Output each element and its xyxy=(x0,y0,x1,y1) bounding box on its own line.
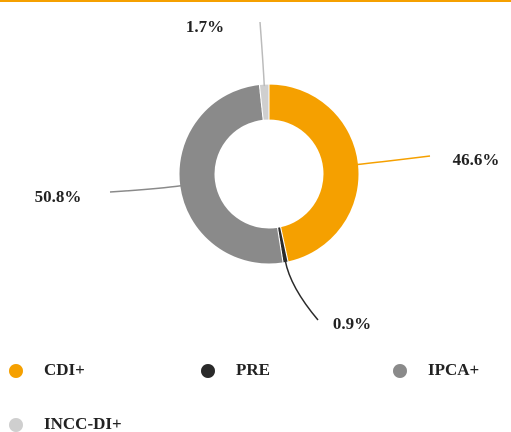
legend-label: IPCA+ xyxy=(428,360,479,379)
donut-slice xyxy=(258,83,270,121)
legend-label: INCC-DI+ xyxy=(44,414,122,432)
legend-swatch xyxy=(9,364,23,378)
data-label: 0.9% xyxy=(333,314,371,333)
top-border xyxy=(0,0,511,2)
legend-swatch xyxy=(201,364,215,378)
legend-label: CDI+ xyxy=(44,360,85,379)
leader-line xyxy=(284,260,319,321)
leader-line xyxy=(259,21,266,87)
legend-swatch xyxy=(393,364,407,378)
data-label: 46.6% xyxy=(453,150,500,169)
leader-line xyxy=(356,155,431,166)
legend-label: PRE xyxy=(236,360,270,379)
donut-slice xyxy=(268,83,360,263)
legend-swatch xyxy=(9,418,23,432)
leader-line xyxy=(109,184,182,193)
donut-slice xyxy=(178,83,284,265)
data-label: 50.8% xyxy=(35,187,82,206)
data-label: 1.7% xyxy=(186,17,224,36)
